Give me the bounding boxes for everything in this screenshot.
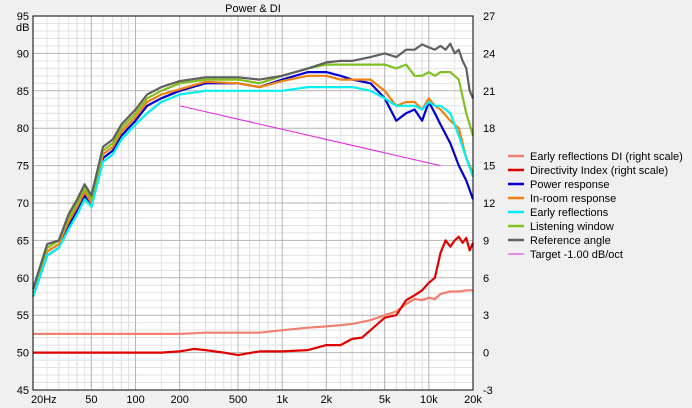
series-line-early-reflections bbox=[31, 86, 475, 297]
x-tick-label: 1k bbox=[276, 394, 288, 406]
right-tick-label: 12 bbox=[483, 198, 495, 210]
x-tick-label: 20k bbox=[464, 394, 482, 406]
legend-label: Directivity Index (right scale) bbox=[530, 165, 668, 177]
x-tick-label: 10k bbox=[420, 394, 438, 406]
right-axis-ticks: -3 0 3 6 9 12 15 18 21 24 27 bbox=[483, 11, 495, 397]
series-line-directivity-index-right-scale bbox=[33, 235, 475, 357]
right-tick-label: 3 bbox=[483, 310, 489, 322]
x-tick-label: 20Hz bbox=[31, 394, 57, 406]
legend-label: Power response bbox=[530, 179, 610, 191]
x-tick-label: 100 bbox=[126, 394, 144, 406]
left-tick-label: 75 bbox=[17, 161, 29, 173]
legend-label: Early reflections bbox=[530, 207, 609, 219]
right-tick-label: 0 bbox=[483, 348, 489, 360]
right-tick-label: 24 bbox=[483, 48, 495, 60]
legend: Early reflections DI (right scale) Direct… bbox=[508, 151, 683, 261]
x-tick-label: 5k bbox=[379, 394, 391, 406]
x-tick-label: 50 bbox=[85, 394, 97, 406]
left-tick-label: 60 bbox=[17, 273, 29, 285]
left-tick-label: 85 bbox=[17, 86, 29, 98]
right-tick-label: 27 bbox=[483, 11, 495, 23]
x-axis-ticks: 20Hz 50 100 200 500 1k 2k 5k 10k 20k bbox=[31, 394, 482, 406]
left-tick-label: 95 bbox=[17, 11, 29, 23]
x-tick-label: 2k bbox=[321, 394, 333, 406]
series-line-target-1-00-db-oct bbox=[179, 105, 441, 167]
series-layer bbox=[31, 42, 475, 357]
series-line-reference-angle bbox=[31, 42, 475, 290]
legend-label: Early reflections DI (right scale) bbox=[530, 151, 683, 163]
legend-label: In-room response bbox=[530, 193, 616, 205]
left-tick-label: 45 bbox=[17, 385, 29, 397]
right-tick-label: 9 bbox=[483, 235, 489, 247]
left-tick-label: 65 bbox=[17, 235, 29, 247]
left-tick-label: 90 bbox=[17, 48, 29, 60]
x-tick-label: 500 bbox=[229, 394, 247, 406]
legend-label: Target -1.00 dB/oct bbox=[530, 249, 623, 261]
left-tick-label: 70 bbox=[17, 198, 29, 210]
left-tick-label: 80 bbox=[17, 123, 29, 135]
right-tick-label: 15 bbox=[483, 161, 495, 173]
left-tick-label: 55 bbox=[17, 310, 29, 322]
right-tick-label: 21 bbox=[483, 86, 495, 98]
left-axis-ticks: 45 50 55 60 65 70 75 80 85 90 95 bbox=[17, 11, 29, 397]
left-axis-unit: dB bbox=[16, 22, 29, 34]
series-line-early-reflections-di-right-scale bbox=[33, 289, 473, 335]
series-line-in-room-response bbox=[31, 74, 475, 294]
chart-title: Power & DI bbox=[225, 3, 281, 15]
right-tick-label: 18 bbox=[483, 123, 495, 135]
left-tick-label: 50 bbox=[17, 348, 29, 360]
x-tick-label: 200 bbox=[170, 394, 188, 406]
plot-frame bbox=[32, 15, 474, 391]
legend-label: Listening window bbox=[530, 221, 614, 233]
legend-label: Reference angle bbox=[530, 235, 611, 247]
right-tick-label: 6 bbox=[483, 273, 489, 285]
right-tick-label: -3 bbox=[483, 385, 493, 397]
